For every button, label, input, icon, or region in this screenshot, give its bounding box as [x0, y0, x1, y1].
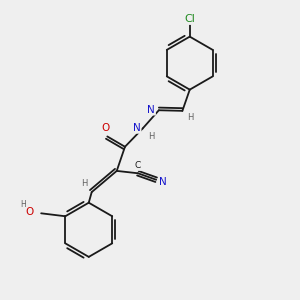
Text: O: O [102, 123, 110, 133]
Text: C: C [134, 161, 140, 170]
Text: H: H [148, 132, 155, 141]
Text: O: O [26, 207, 34, 217]
Text: H: H [20, 200, 26, 209]
Text: N: N [133, 123, 141, 133]
Text: N: N [147, 105, 155, 115]
Text: H: H [81, 179, 88, 188]
Text: H: H [188, 113, 194, 122]
Text: Cl: Cl [184, 14, 195, 24]
Text: N: N [159, 177, 167, 187]
